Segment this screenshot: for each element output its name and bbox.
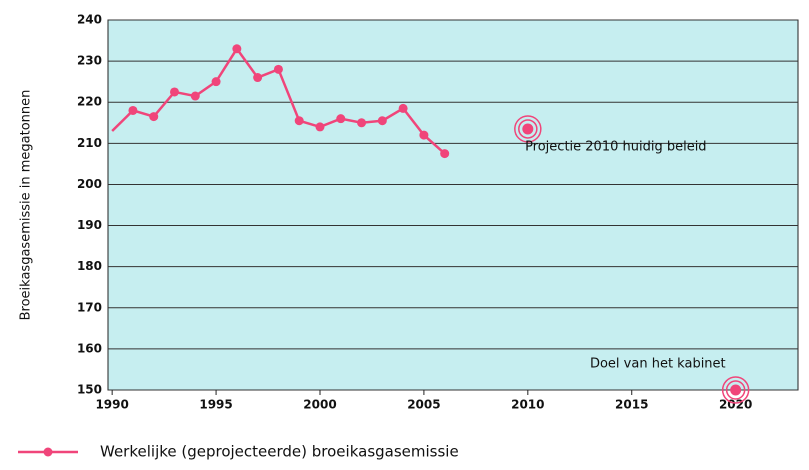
y-tick-label: 210 xyxy=(77,136,102,150)
data-point xyxy=(357,118,367,128)
data-point xyxy=(440,149,450,159)
data-point xyxy=(419,130,429,140)
y-tick-label: 180 xyxy=(77,259,102,273)
data-point xyxy=(190,91,200,101)
y-tick-label: 200 xyxy=(77,177,102,191)
legend-marker xyxy=(43,447,53,457)
data-point xyxy=(294,116,304,126)
target-point xyxy=(730,384,742,396)
plot-area xyxy=(107,19,799,391)
target-ring xyxy=(514,115,542,143)
x-tick-label: 1990 xyxy=(95,398,128,412)
data-point xyxy=(315,122,325,132)
data-point xyxy=(170,87,180,97)
y-tick-label: 240 xyxy=(77,13,102,27)
y-tick-label: 170 xyxy=(77,300,102,314)
y-tick-label: 190 xyxy=(77,218,102,232)
y-tick-label: 230 xyxy=(77,54,102,68)
target-ring xyxy=(725,380,746,400)
target-ring xyxy=(518,119,538,139)
x-tick-label: 2010 xyxy=(511,398,544,412)
x-tick-label: 2005 xyxy=(407,398,440,412)
x-tick-label: 2000 xyxy=(303,398,336,412)
y-tick-label: 220 xyxy=(77,95,102,109)
x-tick-label: 2020 xyxy=(719,398,752,412)
annotation: Doel van het kabinet xyxy=(590,357,726,372)
data-point xyxy=(253,73,263,83)
annotation: Projectie 2010 huidig beleid xyxy=(525,139,707,154)
y-tick-label: 160 xyxy=(77,341,102,355)
data-point xyxy=(232,44,242,54)
target-ring xyxy=(721,376,750,404)
x-tick-label: 1995 xyxy=(199,398,232,412)
legend-label: Werkelijke (geprojecteerde) broeikasgase… xyxy=(100,443,459,461)
data-point xyxy=(211,77,221,87)
target-point xyxy=(522,123,534,135)
x-tick-label: 2015 xyxy=(615,398,648,412)
y-axis-label: Broeikasgasemissie in megatonnen xyxy=(19,90,34,321)
data-point xyxy=(377,116,387,126)
y-tick-label: 150 xyxy=(77,383,102,397)
data-point xyxy=(273,64,283,74)
data-point xyxy=(336,114,346,124)
data-point xyxy=(149,112,159,122)
data-point xyxy=(128,105,138,115)
data-point xyxy=(398,103,408,113)
